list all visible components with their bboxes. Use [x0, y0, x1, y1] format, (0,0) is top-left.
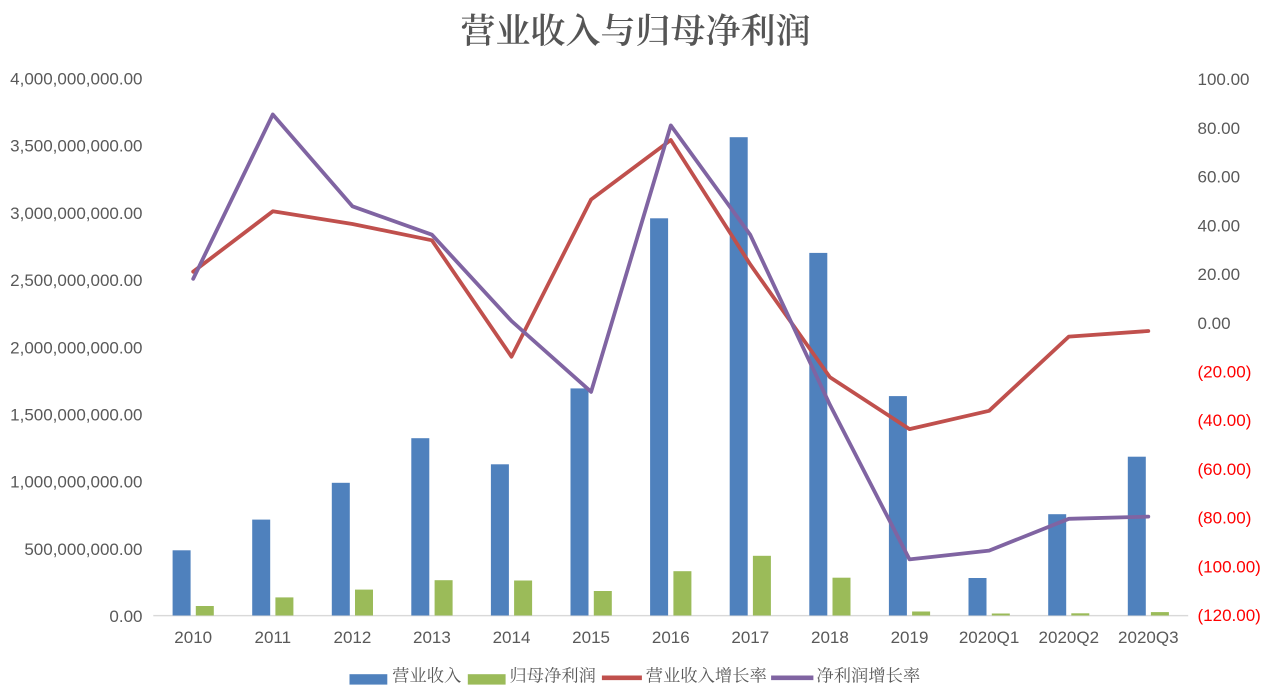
- svg-text:(120.00): (120.00): [1198, 606, 1261, 625]
- svg-text:4,000,000,000.00: 4,000,000,000.00: [10, 70, 142, 89]
- svg-text:2015: 2015: [572, 628, 610, 647]
- svg-text:1,500,000,000.00: 1,500,000,000.00: [10, 406, 142, 425]
- svg-text:(60.00): (60.00): [1198, 460, 1252, 479]
- svg-text:2018: 2018: [811, 628, 849, 647]
- svg-text:2020Q2: 2020Q2: [1039, 628, 1100, 647]
- svg-text:80.00: 80.00: [1198, 119, 1241, 138]
- svg-text:(40.00): (40.00): [1198, 411, 1252, 430]
- svg-text:2012: 2012: [333, 628, 371, 647]
- svg-text:2010: 2010: [174, 628, 212, 647]
- svg-text:(100.00): (100.00): [1198, 557, 1261, 576]
- svg-text:0.00: 0.00: [1198, 314, 1231, 333]
- svg-text:500,000,000.00: 500,000,000.00: [24, 540, 142, 559]
- svg-text:2019: 2019: [891, 628, 929, 647]
- svg-text:100.00: 100.00: [1198, 70, 1250, 89]
- svg-text:20.00: 20.00: [1198, 265, 1241, 284]
- svg-text:2013: 2013: [413, 628, 451, 647]
- svg-text:2,500,000,000.00: 2,500,000,000.00: [10, 271, 142, 290]
- svg-text:2014: 2014: [493, 628, 531, 647]
- svg-text:2016: 2016: [652, 628, 690, 647]
- svg-text:2017: 2017: [731, 628, 769, 647]
- svg-text:2020Q3: 2020Q3: [1118, 628, 1179, 647]
- svg-text:60.00: 60.00: [1198, 168, 1241, 187]
- svg-text:3,500,000,000.00: 3,500,000,000.00: [10, 137, 142, 156]
- svg-text:1,000,000,000.00: 1,000,000,000.00: [10, 473, 142, 492]
- svg-text:3,000,000,000.00: 3,000,000,000.00: [10, 204, 142, 223]
- svg-text:0.00: 0.00: [109, 607, 142, 626]
- svg-text:2011: 2011: [255, 628, 292, 647]
- svg-text:(80.00): (80.00): [1198, 509, 1252, 528]
- svg-text:2020Q1: 2020Q1: [959, 628, 1020, 647]
- svg-text:40.00: 40.00: [1198, 216, 1241, 235]
- svg-text:2,000,000,000.00: 2,000,000,000.00: [10, 338, 142, 357]
- svg-text:(20.00): (20.00): [1198, 363, 1252, 382]
